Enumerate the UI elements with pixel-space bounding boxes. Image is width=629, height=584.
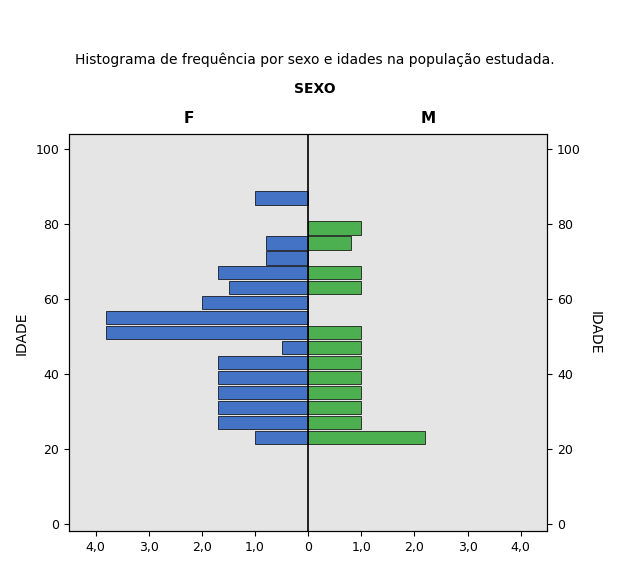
Text: Histograma de frequência por sexo e idades na população estudada.: Histograma de frequência por sexo e idad… — [75, 53, 554, 67]
Bar — [308, 356, 361, 370]
Bar — [228, 281, 308, 294]
Text: F: F — [184, 110, 194, 126]
Bar — [308, 386, 361, 399]
Bar — [218, 416, 308, 429]
Bar — [265, 237, 308, 249]
Bar — [202, 296, 308, 310]
Bar — [308, 416, 361, 429]
Bar — [255, 431, 308, 444]
Bar — [308, 237, 351, 249]
Bar — [308, 266, 361, 280]
Bar — [106, 311, 308, 325]
Bar — [218, 356, 308, 370]
Bar — [106, 326, 308, 339]
Bar — [308, 431, 425, 444]
Bar — [308, 371, 361, 384]
Y-axis label: IDADE: IDADE — [587, 311, 602, 354]
Bar — [255, 192, 308, 204]
Text: M: M — [420, 110, 435, 126]
Bar — [282, 341, 308, 354]
Bar — [265, 251, 308, 265]
Bar — [218, 401, 308, 415]
Bar — [308, 341, 361, 354]
Bar — [308, 401, 361, 415]
Bar — [218, 371, 308, 384]
Bar — [308, 221, 361, 235]
Bar — [308, 281, 361, 294]
Bar — [218, 266, 308, 280]
Bar — [218, 386, 308, 399]
Text: SEXO: SEXO — [294, 82, 335, 96]
Bar — [308, 326, 361, 339]
Y-axis label: IDADE: IDADE — [14, 311, 29, 354]
